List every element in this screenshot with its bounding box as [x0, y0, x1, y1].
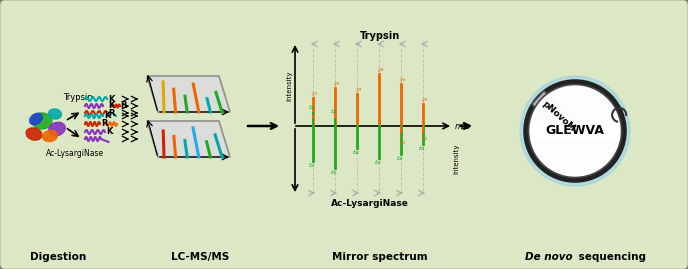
- Text: sequencing: sequencing: [575, 252, 646, 262]
- Text: R: R: [101, 119, 107, 129]
- Circle shape: [523, 79, 627, 183]
- Circle shape: [520, 76, 630, 186]
- Polygon shape: [147, 76, 230, 112]
- Text: y₆: y₆: [421, 97, 427, 102]
- Text: b₃: b₃: [375, 160, 381, 165]
- Text: y₅: y₅: [399, 77, 405, 82]
- Text: y₃: y₃: [355, 87, 361, 92]
- Text: Ac-LysargiNase: Ac-LysargiNase: [331, 199, 409, 207]
- Text: b₂: b₂: [331, 109, 337, 114]
- Text: Digestion: Digestion: [30, 252, 86, 262]
- Text: Mirror spectrum: Mirror spectrum: [332, 252, 428, 262]
- Text: y₂: y₂: [333, 81, 339, 86]
- Text: De novo: De novo: [526, 252, 573, 262]
- Text: R: R: [120, 101, 127, 111]
- Text: K: K: [108, 94, 114, 104]
- Text: K: K: [104, 111, 110, 121]
- Text: Trypsin: Trypsin: [360, 31, 400, 41]
- Text: pNovoM: pNovoM: [540, 99, 577, 133]
- Ellipse shape: [30, 113, 43, 125]
- Text: K: K: [106, 128, 112, 136]
- Text: y₁: y₁: [311, 91, 317, 96]
- Text: K: K: [108, 101, 114, 109]
- Ellipse shape: [43, 130, 57, 141]
- Text: b₂: b₂: [397, 156, 403, 161]
- Text: b₆: b₆: [309, 163, 315, 168]
- Text: GLEWVA: GLEWVA: [546, 125, 605, 137]
- FancyBboxPatch shape: [533, 91, 585, 141]
- Ellipse shape: [49, 122, 65, 136]
- Ellipse shape: [26, 128, 42, 140]
- Text: y₂: y₂: [421, 136, 427, 141]
- Text: b₁: b₁: [309, 105, 315, 110]
- Text: Ac-LysargiNase: Ac-LysargiNase: [46, 148, 104, 158]
- Text: Intensity: Intensity: [286, 71, 292, 101]
- Bar: [531, 123, 619, 139]
- Text: y₄: y₄: [377, 67, 383, 72]
- Text: b₄: b₄: [353, 150, 359, 155]
- Text: LC-MS/MS: LC-MS/MS: [171, 252, 229, 262]
- Text: Intensity: Intensity: [453, 143, 459, 174]
- Polygon shape: [147, 121, 230, 157]
- Text: R: R: [108, 108, 114, 118]
- Ellipse shape: [49, 109, 61, 119]
- Ellipse shape: [32, 113, 52, 129]
- Text: b₁: b₁: [419, 146, 425, 151]
- Text: Trypsin: Trypsin: [63, 93, 93, 101]
- Text: m/z: m/z: [455, 122, 471, 130]
- Circle shape: [530, 86, 620, 176]
- Text: b₅: b₅: [331, 170, 337, 175]
- Text: y₁: y₁: [399, 140, 405, 145]
